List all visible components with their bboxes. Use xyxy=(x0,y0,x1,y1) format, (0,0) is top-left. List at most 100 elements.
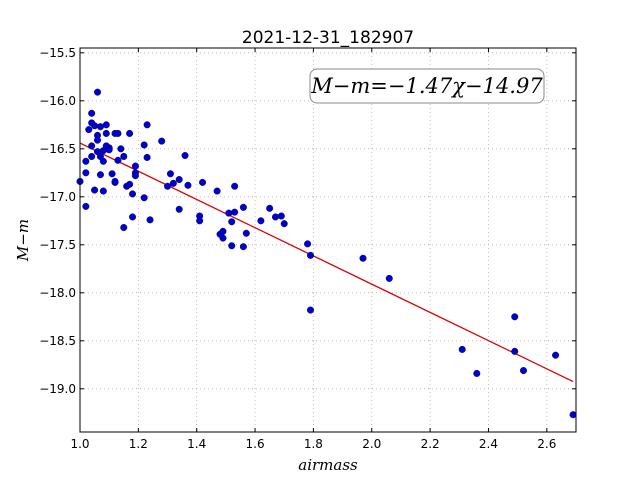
data-point xyxy=(96,171,104,179)
data-point xyxy=(552,351,560,359)
data-point xyxy=(271,213,279,221)
fit-equation-annotation: M−m=−1.47χ−14.97 xyxy=(310,74,543,98)
data-point xyxy=(114,129,122,137)
x-tick-label: 2.6 xyxy=(537,437,556,451)
annotation-box xyxy=(309,68,545,104)
data-point xyxy=(131,172,139,180)
data-point xyxy=(181,152,189,160)
plot-frame xyxy=(79,47,577,433)
data-point xyxy=(158,137,166,145)
data-point xyxy=(196,212,204,220)
data-point xyxy=(140,141,148,149)
data-point xyxy=(126,129,134,137)
data-point xyxy=(231,208,239,216)
fit-line-group xyxy=(79,142,574,383)
data-point xyxy=(88,109,96,117)
data-point xyxy=(306,251,314,259)
y-tick-label: −17.5 xyxy=(39,238,76,252)
x-tick-label: 1.0 xyxy=(70,437,89,451)
data-point xyxy=(102,129,110,137)
data-point xyxy=(511,347,519,355)
data-point xyxy=(96,123,104,131)
data-point xyxy=(239,243,247,251)
data-point xyxy=(99,187,107,195)
data-point xyxy=(228,242,236,250)
data-points xyxy=(76,88,577,419)
data-point xyxy=(359,254,367,262)
y-axis-label: M−m xyxy=(14,219,32,262)
data-point xyxy=(169,179,177,187)
data-point xyxy=(129,213,137,221)
data-point xyxy=(117,145,125,153)
data-point xyxy=(306,306,314,314)
data-point xyxy=(140,194,148,202)
data-point xyxy=(146,216,154,224)
grid-lines xyxy=(79,48,576,432)
data-point xyxy=(385,274,393,282)
y-tick-label: −17.0 xyxy=(39,190,76,204)
x-tick-label: 1.6 xyxy=(246,437,265,451)
data-point xyxy=(94,136,102,144)
data-point xyxy=(225,209,233,217)
data-point xyxy=(108,170,116,178)
data-point xyxy=(228,218,236,226)
x-axis-label: airmass xyxy=(298,456,358,474)
data-point xyxy=(213,187,221,195)
y-tick-label: −19.0 xyxy=(39,382,76,396)
x-tick-label: 1.8 xyxy=(304,437,323,451)
y-tick-labels: −15.5 −16.0 −16.5 −17.0 −17.5 −18.0 −18.5 −19.0 xyxy=(39,46,76,396)
x-tick-label: 2.0 xyxy=(362,437,381,451)
x-tick-label: 1.2 xyxy=(129,437,148,451)
data-point xyxy=(105,146,113,154)
data-point xyxy=(120,152,128,160)
data-point xyxy=(175,205,183,213)
data-point xyxy=(126,180,134,188)
data-point xyxy=(175,176,183,184)
data-point xyxy=(88,142,96,150)
fit-line xyxy=(79,142,574,383)
data-point xyxy=(184,181,192,189)
data-point xyxy=(231,182,239,190)
data-point xyxy=(91,122,99,130)
data-point xyxy=(82,202,90,210)
data-point xyxy=(473,369,481,377)
data-point xyxy=(266,204,274,212)
data-point xyxy=(257,217,265,225)
data-point xyxy=(85,126,93,134)
data-point xyxy=(114,156,122,164)
data-point xyxy=(304,240,312,248)
y-tick-label: −16.5 xyxy=(39,142,76,156)
data-point xyxy=(219,227,227,235)
y-tick-label: −18.5 xyxy=(39,334,76,348)
data-point xyxy=(131,162,139,170)
y-tick-label: −16.0 xyxy=(39,94,76,108)
axis-ticks xyxy=(79,48,576,432)
data-point xyxy=(511,313,519,321)
data-point xyxy=(94,88,102,96)
data-point xyxy=(219,234,227,242)
x-tick-label: 2.2 xyxy=(421,437,440,451)
data-point xyxy=(88,152,96,160)
data-point xyxy=(166,170,174,178)
data-point xyxy=(519,367,527,375)
y-tick-label: −15.5 xyxy=(39,46,76,60)
x-tick-labels: 1.0 1.2 1.4 1.6 1.8 2.0 2.2 2.4 2.6 xyxy=(70,437,556,451)
x-tick-label: 1.4 xyxy=(187,437,206,451)
data-point xyxy=(129,190,137,198)
data-point xyxy=(458,345,466,353)
data-point xyxy=(82,169,90,177)
data-point xyxy=(242,229,250,237)
data-point xyxy=(120,224,128,232)
chart-title: 2021-12-31_182907 xyxy=(242,28,414,48)
data-point xyxy=(277,212,285,220)
data-point xyxy=(82,157,90,165)
data-point xyxy=(239,203,247,211)
data-point xyxy=(143,153,151,161)
data-point xyxy=(111,177,119,185)
data-point xyxy=(164,182,172,190)
data-point xyxy=(143,121,151,129)
data-point xyxy=(102,121,110,129)
data-point xyxy=(569,411,577,419)
data-point xyxy=(91,186,99,194)
